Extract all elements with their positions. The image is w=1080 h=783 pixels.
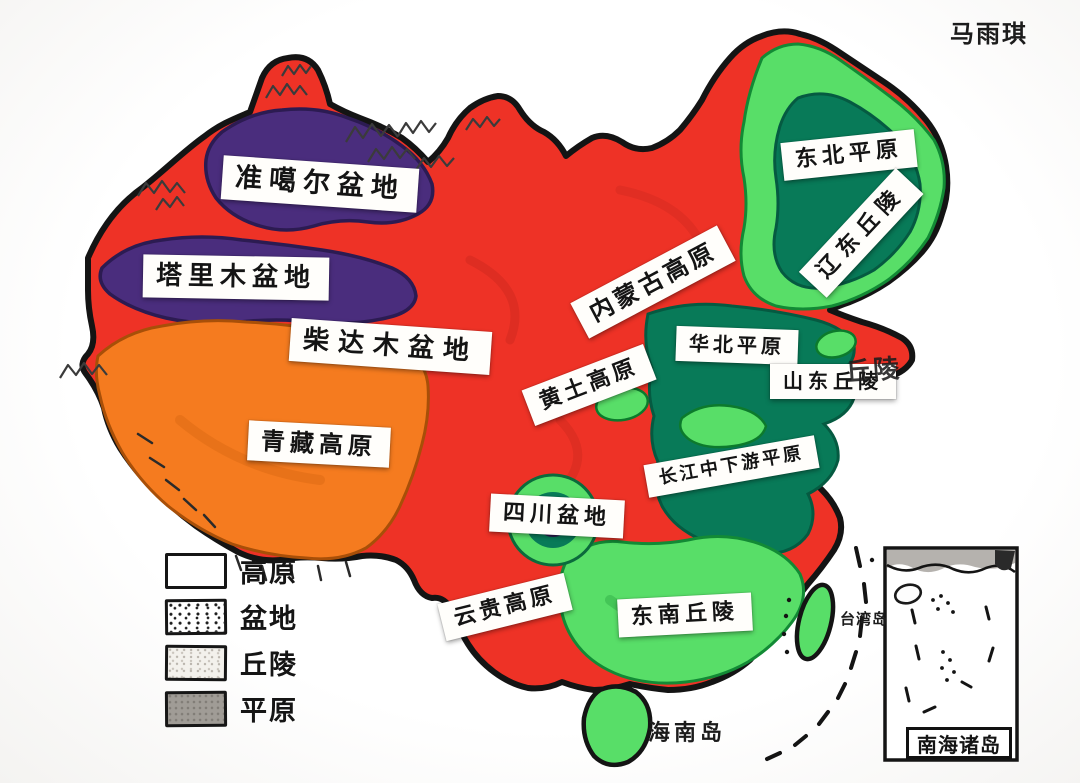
clay-seam — [175, 415, 325, 485]
label-strip-tarim-basin: 塔里木盆地 — [142, 254, 330, 301]
author-signature: 马雨琪 — [950, 20, 1028, 48]
label-strip-qinghai-tibet-plateau: 青藏高原 — [247, 420, 391, 468]
legend-swatch-basin — [164, 598, 228, 635]
hainan-island-shape — [581, 684, 653, 768]
label-strip-sichuan-basin: 四川盆地 — [489, 493, 625, 538]
label-strip-north-china-plain: 华北平原 — [675, 325, 799, 366]
legend-row-plain: 平原 — [164, 689, 298, 728]
label-text: 准噶尔盆地 — [234, 162, 406, 205]
legend-label-plain: 平原 — [240, 696, 298, 727]
legend-row-basin: 盆地 — [164, 597, 298, 636]
inset-title: 南海诸岛 — [917, 732, 1001, 757]
mountain-ridge-icons — [59, 63, 501, 379]
legend-swatch-plateau — [165, 552, 227, 589]
hainan-island-label: 海南岛 — [648, 721, 727, 746]
region-hills-patch-shandong-tip — [815, 329, 857, 359]
border-hatch-ticks — [136, 432, 352, 582]
south-china-sea-inset — [869, 546, 1019, 762]
legend-swatch-plain — [164, 690, 228, 727]
label-text: 青藏高原 — [260, 426, 378, 462]
label-text: 柴达木盆地 — [302, 324, 479, 368]
legend-label-basin: 盆地 — [240, 604, 298, 635]
label-text: 塔里木盆地 — [155, 260, 317, 294]
label-strip-shandong-hills: 山东丘陵 — [770, 364, 896, 399]
label-strip-southeast-hills: 东南丘陵 — [617, 592, 753, 637]
legend-label-hills: 丘陵 — [240, 650, 298, 681]
clay-seam — [465, 255, 520, 345]
label-text: 四川盆地 — [502, 500, 612, 531]
inset-title-box: 南海诸岛 — [906, 727, 1012, 759]
label-text: 山东丘陵 — [783, 369, 883, 393]
taiwan-strait-dots — [781, 597, 792, 655]
legend-label-plateau: 高原 — [240, 558, 298, 589]
taiwan-island-label: 台湾岛 — [840, 610, 889, 628]
inset-island-dashes — [904, 605, 995, 714]
inset-coastline — [887, 550, 1015, 573]
inset-corner-island — [995, 550, 1015, 571]
maritime-dashed-boundary — [765, 546, 868, 761]
label-text: 东南丘陵 — [630, 599, 740, 630]
region-hills-patch-south-shandong — [679, 404, 768, 449]
legend-row-plateau: 高原 — [165, 551, 298, 590]
label-text: 东北平原 — [793, 136, 905, 173]
clay-seam — [615, 185, 705, 247]
label-text: 华北平原 — [688, 331, 786, 359]
terrain-legend: 高原 盆地 丘陵 平原 — [164, 551, 298, 728]
inset-island-dots — [869, 557, 956, 682]
legend-swatch-hills — [164, 644, 228, 681]
taiwan-island-shape — [794, 582, 836, 662]
legend-row-hills: 丘陵 — [164, 643, 298, 682]
inset-hainan-outline — [893, 583, 923, 605]
background-hills-text: 丘陵 — [844, 354, 903, 388]
